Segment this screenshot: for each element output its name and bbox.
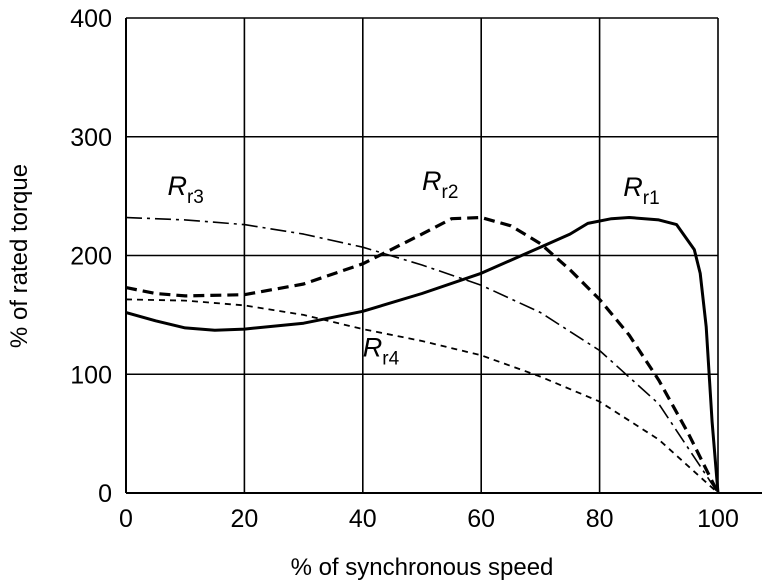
x-axis-label: % of synchronous speed (291, 554, 554, 581)
series-label-main: R (363, 332, 383, 362)
grid (125, 17, 762, 494)
y-tick-label: 400 (70, 5, 112, 33)
series-line-rr4 (125, 298, 719, 494)
series-label-sub: r3 (187, 187, 204, 208)
series-label-main: R (422, 166, 442, 196)
series-label-main: R (623, 172, 643, 202)
x-tick-label: 60 (467, 505, 495, 533)
x-tick-label: 100 (697, 505, 739, 533)
series-label-sub: r2 (442, 182, 459, 203)
tick-labels: 0 20 40 60 80 100 0 100 200 300 400 (70, 5, 739, 533)
series-line-rr1 (125, 216, 720, 494)
series-label-rr4: Rr4 (363, 332, 400, 369)
y-axis-label: % of rated torque (6, 164, 33, 348)
y-tick-label: 100 (70, 361, 112, 389)
series-line-rr3 (125, 216, 719, 494)
x-tick-label: 20 (230, 505, 258, 533)
series-lines (125, 215, 720, 494)
series-label-rr1: Rr1 (623, 172, 659, 209)
x-tick-label: 40 (349, 505, 377, 533)
y-tick-label: 200 (70, 243, 112, 271)
series-label-rr3: Rr3 (167, 171, 203, 208)
x-tick-label: 80 (586, 505, 614, 533)
series-label-sub: r1 (643, 188, 660, 209)
x-tick-label: 0 (119, 505, 133, 533)
series-label-main: R (167, 171, 187, 201)
series-label-rr2: Rr2 (422, 166, 458, 203)
y-tick-label: 0 (98, 480, 112, 508)
y-tick-label: 300 (70, 124, 112, 152)
series-line-rr2 (125, 215, 720, 494)
series-label-sub: r4 (382, 348, 399, 369)
